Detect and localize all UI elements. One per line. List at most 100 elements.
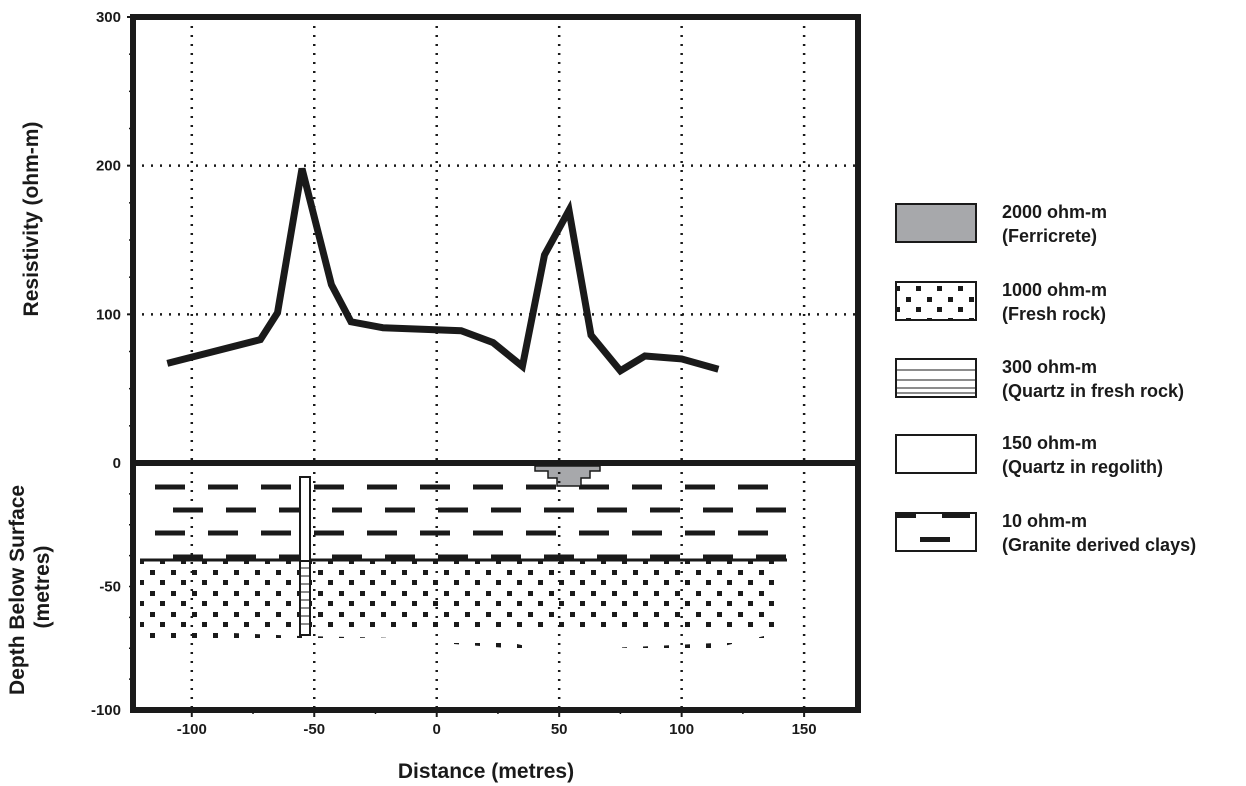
- legend-swatch-dash: [920, 537, 950, 542]
- clay-dash: [226, 554, 256, 560]
- legend-item-ferricrete: 2000 ohm-m (Ferricrete): [895, 202, 1107, 246]
- clay-dash: [385, 554, 415, 560]
- ferricrete-body: [534, 465, 601, 487]
- clay-dash: [261, 530, 291, 536]
- legend-value-label: 1000 ohm-m: [1002, 280, 1107, 300]
- legend-material-label: (Quartz in fresh rock): [1002, 381, 1184, 401]
- clay-dash: [756, 554, 786, 560]
- legend-item-quartz-regolith: 150 ohm-m (Quartz in regolith): [895, 433, 1163, 477]
- legend-item-fresh-rock: 1000 ohm-m (Fresh rock): [895, 280, 1107, 324]
- clay-dash: [597, 554, 627, 560]
- clay-dash: [491, 507, 521, 513]
- clay-dash: [473, 484, 503, 490]
- clay-dash: [738, 530, 768, 536]
- depth-axis-title: Depth Below Surface (metres): [6, 479, 54, 695]
- clay-dash: [332, 554, 362, 560]
- legend-swatch: [895, 358, 977, 398]
- legend-swatch: [895, 512, 977, 552]
- legend-swatch-dash: [896, 513, 916, 518]
- clay-dash: [208, 484, 238, 490]
- clay-dash: [420, 484, 450, 490]
- clay-dash: [173, 554, 203, 560]
- resistivity-series-line: [166, 167, 720, 376]
- resistivity-axis-title: Resistivity (ohm-m): [20, 122, 43, 317]
- clay-dash: [155, 530, 185, 536]
- legend-swatch: [895, 203, 977, 243]
- clay-dash: [544, 554, 574, 560]
- clay-dash: [738, 484, 768, 490]
- clay-dash: [703, 554, 733, 560]
- resistivity-panel: 300 200 100 Resistivity (ohm-m): [20, 9, 861, 466]
- x-tick-label: 0: [433, 721, 441, 738]
- legend-item-quartz-fresh-rock: 300 ohm-m (Quartz in fresh rock): [895, 357, 1184, 401]
- x-tick-label: 100: [669, 721, 694, 738]
- clay-dash: [385, 507, 415, 513]
- quartz-regolith-vein: [299, 476, 311, 562]
- clay-dash: [314, 530, 344, 536]
- clay-dash: [420, 530, 450, 536]
- depth-tick-label: -100: [91, 702, 121, 719]
- clay-dash: [332, 507, 362, 513]
- depth-axis-title-line1: Depth Below Surface: [6, 485, 29, 695]
- clay-dash: [579, 484, 609, 490]
- clay-dash: [526, 484, 556, 490]
- x-tick-label: -100: [177, 721, 207, 738]
- resistivity-y-ticks: 300 200 100: [96, 9, 133, 427]
- clay-dash: [632, 484, 662, 490]
- clay-dash: [173, 507, 203, 513]
- clay-zone: [155, 484, 786, 560]
- depth-panel: 0 -50 -100 Depth Below Surface (metres): [6, 455, 861, 719]
- legend-value-label: 300 ohm-m: [1002, 357, 1097, 377]
- quartz-vein-lines: [300, 567, 310, 625]
- clay-dash: [491, 554, 521, 560]
- x-tick-label: -50: [303, 721, 325, 738]
- x-tick-label: 150: [792, 721, 817, 738]
- legend-item-clays: 10 ohm-m (Granite derived clays): [895, 511, 1196, 555]
- clay-dash: [685, 484, 715, 490]
- legend-material-label: (Granite derived clays): [1002, 535, 1196, 555]
- quartz-fresh-rock-vein: [299, 560, 311, 636]
- legend: 2000 ohm-m (Ferricrete) 1000 ohm-m (Fresh r…: [895, 202, 1196, 555]
- clay-dash: [756, 507, 786, 513]
- depth-panel-frame: [130, 460, 861, 713]
- resistivity-points: [167, 168, 719, 371]
- clay-dash: [314, 484, 344, 490]
- clay-dash: [155, 484, 185, 490]
- resistivity-tick-label: 200: [96, 158, 121, 175]
- legend-value-label: 150 ohm-m: [1002, 433, 1097, 453]
- clay-dash: [261, 484, 291, 490]
- resistivity-tick-label: 100: [96, 306, 121, 323]
- clay-dash: [632, 530, 662, 536]
- resistivity-tick-label: 300: [96, 9, 121, 26]
- clay-dash: [650, 554, 680, 560]
- legend-swatch: [895, 281, 977, 321]
- clay-dash: [438, 507, 468, 513]
- fresh-rock-zone: [140, 561, 780, 629]
- clay-dash: [208, 530, 238, 536]
- clay-dash: [579, 530, 609, 536]
- clay-dash: [438, 554, 468, 560]
- depth-tick-label: -50: [99, 579, 121, 596]
- legend-swatch: [895, 434, 977, 474]
- depth-axis-title-line2: (metres): [31, 546, 54, 629]
- clay-dash: [367, 484, 397, 490]
- legend-swatch-dash: [942, 513, 970, 518]
- clay-dash: [597, 507, 627, 513]
- clay-dash: [367, 530, 397, 536]
- depth-tick-label: 0: [113, 455, 121, 472]
- depth-y-ticks: 0 -50 -100: [91, 455, 133, 719]
- clay-dash: [226, 507, 256, 513]
- clay-dash: [650, 507, 680, 513]
- resistivity-panel-frame: [130, 14, 861, 466]
- clay-dash: [526, 530, 556, 536]
- legend-material-label: (Quartz in regolith): [1002, 457, 1163, 477]
- x-tick-label: 50: [551, 721, 568, 738]
- x-axis-title: Distance (metres): [398, 760, 574, 783]
- clay-dash: [279, 554, 309, 560]
- legend-material-label: (Ferricrete): [1002, 226, 1097, 246]
- fresh-rock-lower-edge: [140, 629, 780, 652]
- clay-dash: [685, 530, 715, 536]
- x-ticks: -100 -50 0 50 100 150: [177, 710, 817, 738]
- legend-material-label: (Fresh rock): [1002, 304, 1106, 324]
